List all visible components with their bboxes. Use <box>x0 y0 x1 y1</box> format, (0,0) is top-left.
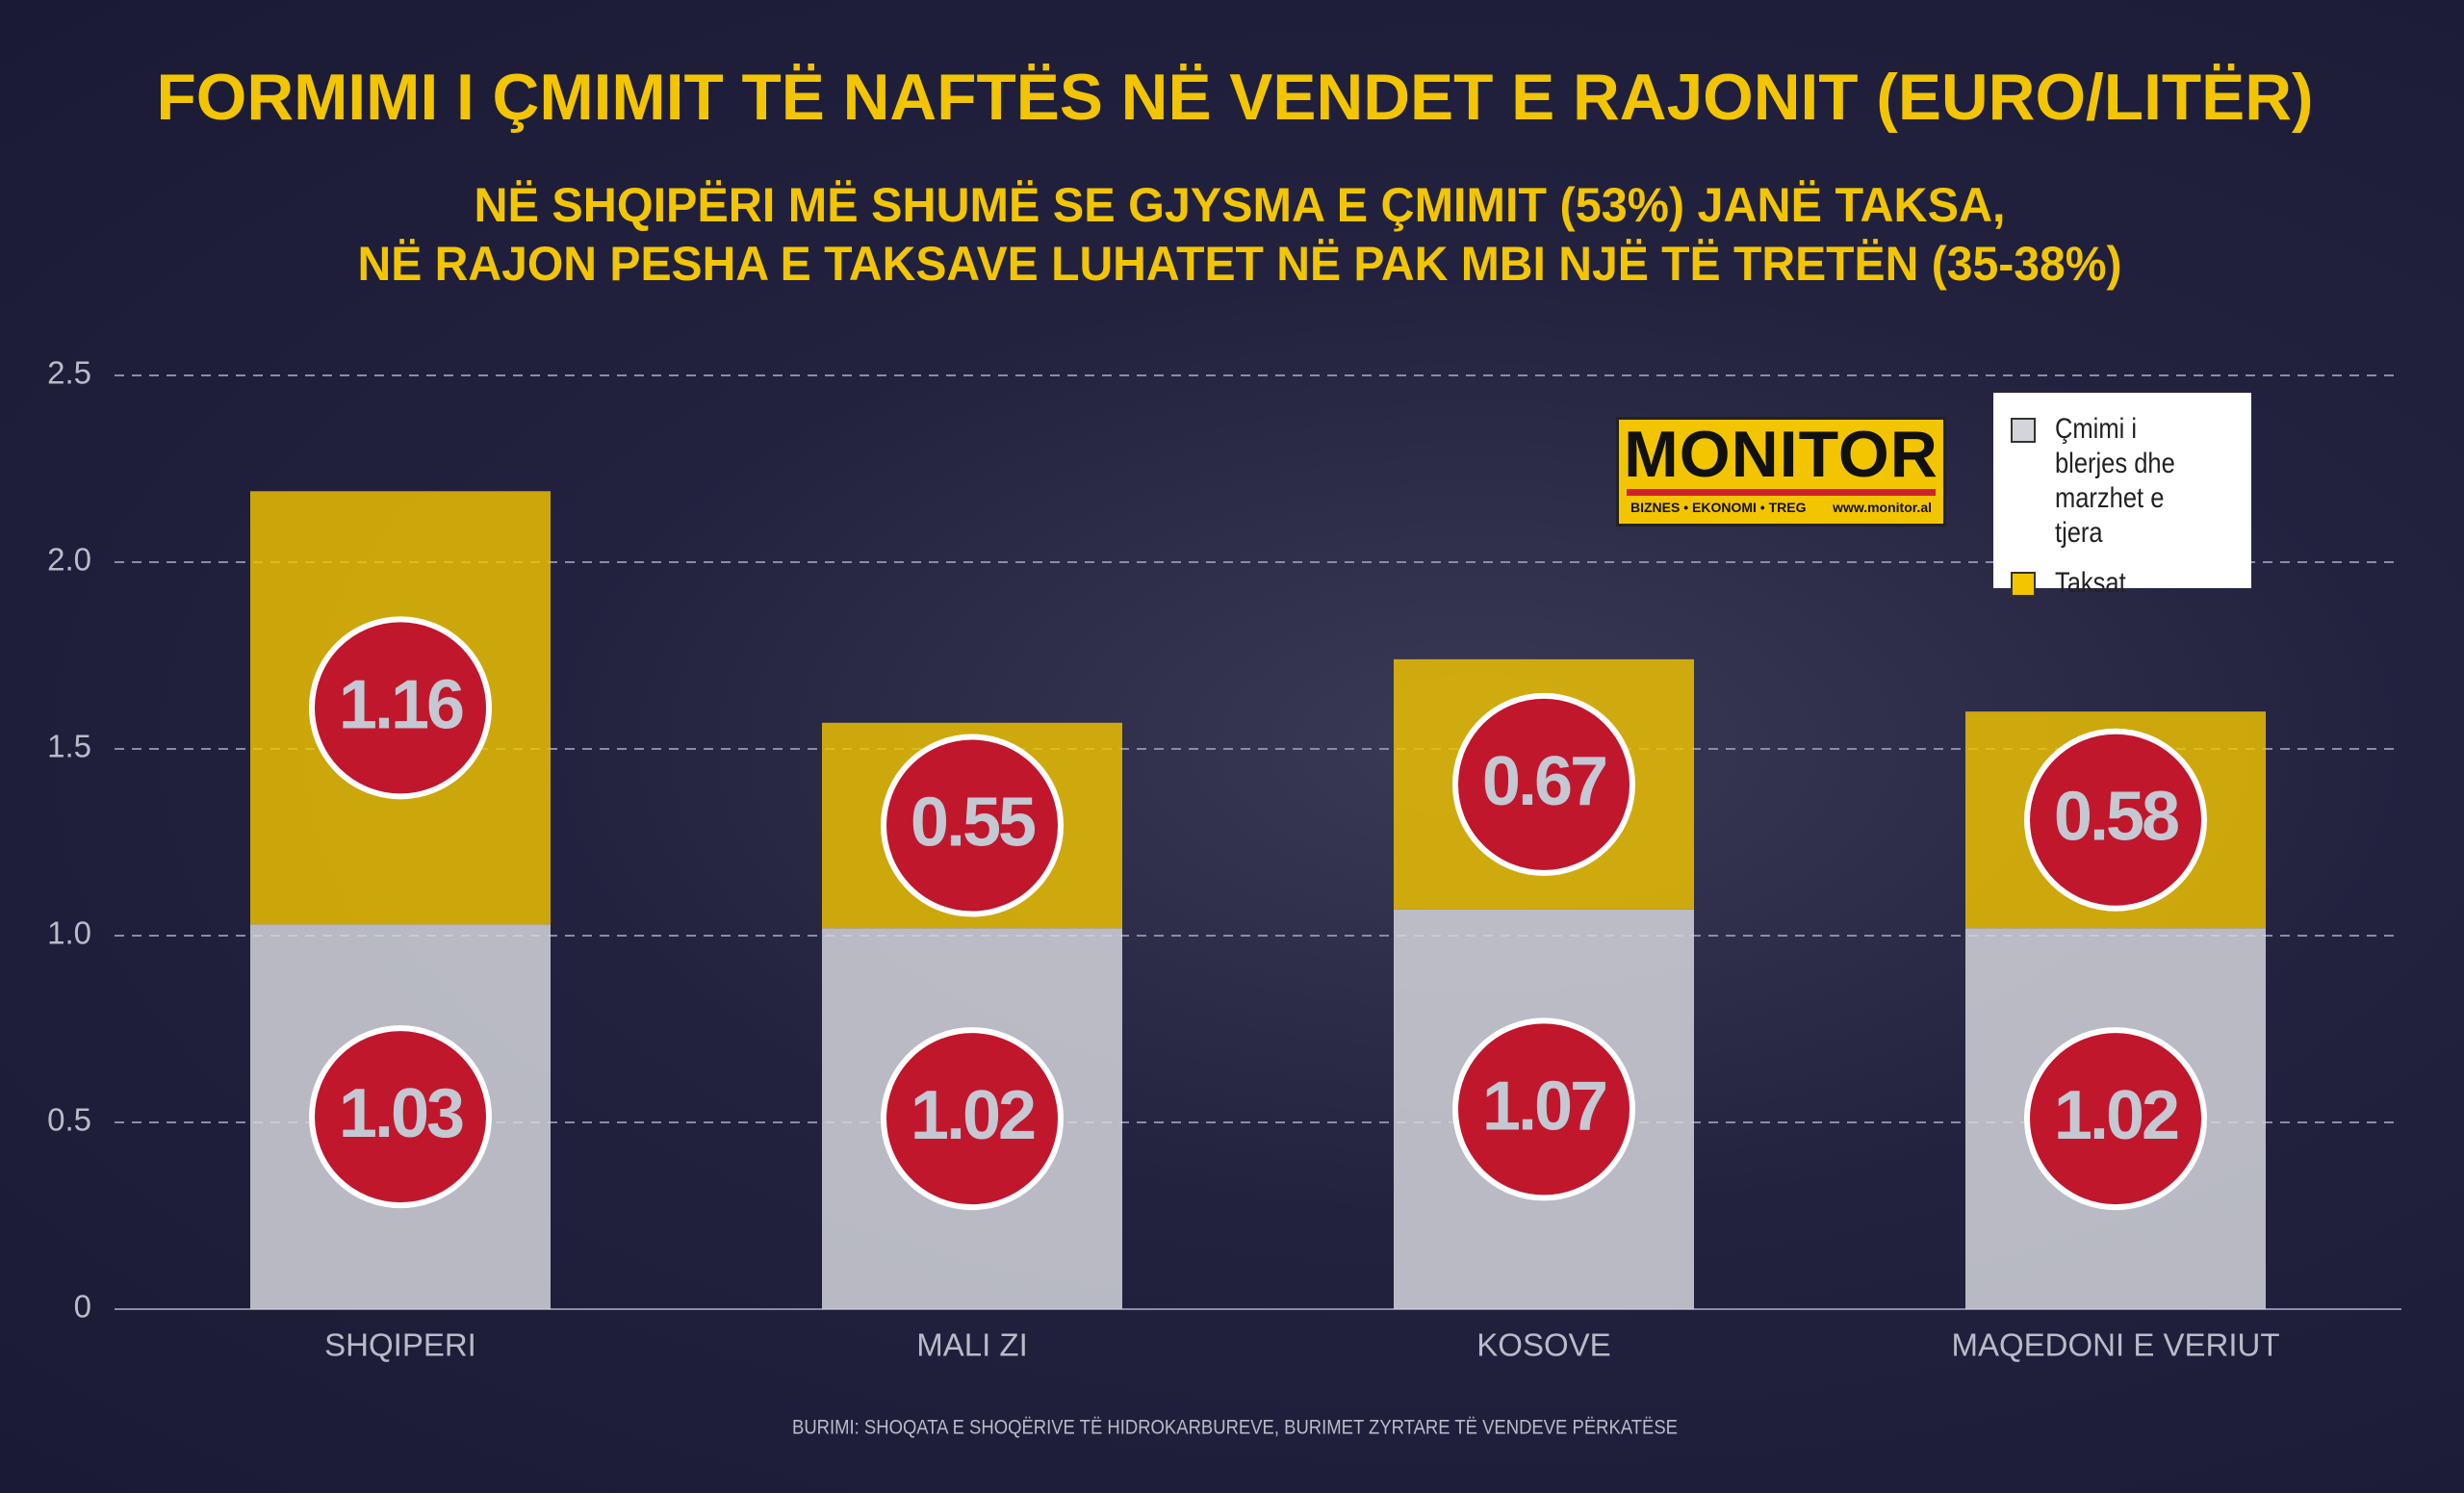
legend: Çmimi i blerjes dhe marzhet e tjera Taksa… <box>1993 393 2251 599</box>
logo-name: MONITOR <box>1624 418 1938 491</box>
chart-subtitle: NË RAJON PESHA E TAKSAVE LUHATET NË PAK … <box>358 237 2122 291</box>
value-badge <box>2024 728 2207 912</box>
logo-tagline: BIZNES • EKONOMI • TREG <box>1630 500 1807 515</box>
value-badge <box>309 1025 492 1209</box>
data-label: 0.58 <box>2054 779 2178 856</box>
y-tick-label: 1.5 <box>47 729 91 764</box>
logo-footer: BIZNES • EKONOMI • TREG www.monitor.al <box>1619 496 1943 519</box>
value-badge <box>2024 1027 2207 1211</box>
chart-title: FORMIMI I ÇMIMIT TË NAFTËS NË VENDET E R… <box>157 61 2314 134</box>
x-tick-label: MALI ZI <box>916 1327 1028 1363</box>
logo: MONITOR BIZNES • EKONOMI • TREG www.monit… <box>1616 417 1946 527</box>
value-badge <box>309 616 492 800</box>
chart-subtitle: NË SHQIPËRI MË SHUMË SE GJYSMA E ÇMIMIT … <box>475 178 2006 232</box>
source-note: BURIMI: SHOQATA E SHOQËRIVE TË HIDROKARB… <box>792 1417 1678 1439</box>
data-label: 1.07 <box>1482 1068 1605 1145</box>
legend-label: Çmimi i blerjes dhe marzhet e tjera <box>2055 413 2175 549</box>
data-label: 1.02 <box>2054 1077 2178 1154</box>
x-tick-label: KOSOVE <box>1476 1327 1610 1363</box>
legend-swatch <box>2011 572 2036 597</box>
logo-bar <box>1627 489 1936 496</box>
y-tick-label: 0.5 <box>47 1102 91 1138</box>
x-tick-label: MAQEDONI E VERIUT <box>1951 1327 2279 1363</box>
x-tick-label: SHQIPERI <box>324 1327 476 1363</box>
value-badge <box>881 1027 1064 1211</box>
data-label: 1.03 <box>339 1075 463 1152</box>
y-tick-label: 2.5 <box>47 355 91 391</box>
legend-swatch <box>2011 418 2036 443</box>
data-label: 1.02 <box>911 1077 1035 1154</box>
legend-item: Taksat <box>2011 566 2234 601</box>
logo-url: www.monitor.al <box>1833 500 1932 515</box>
y-tick-label: 1.0 <box>47 915 91 951</box>
legend-item: Çmimi i blerjes dhe marzhet e tjera <box>2011 412 2234 551</box>
y-tick-label: 2.0 <box>47 542 91 578</box>
legend-label: Taksat <box>2055 567 2126 599</box>
data-label: 0.67 <box>1482 743 1605 820</box>
data-label: 0.55 <box>911 785 1036 862</box>
value-badge <box>1452 1017 1635 1201</box>
y-tick-label: 0 <box>74 1289 91 1325</box>
value-badge <box>881 734 1064 917</box>
data-label: 1.16 <box>339 666 463 743</box>
value-badge <box>1452 692 1635 876</box>
